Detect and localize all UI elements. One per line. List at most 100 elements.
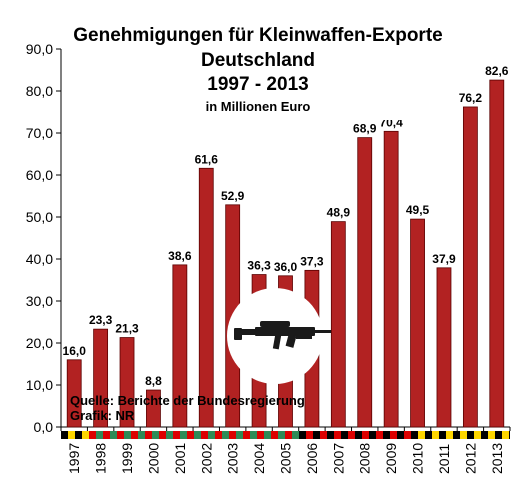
data-label-2004: 36,3	[247, 259, 271, 273]
band-segment	[110, 431, 117, 439]
band-segment	[96, 431, 103, 439]
band-segment	[208, 431, 215, 439]
band-segment	[166, 431, 173, 439]
y-tick-label: 50,0	[26, 209, 53, 225]
chart-title-line-2: Deutschland	[201, 50, 315, 71]
x-tick-label-2011: 2011	[436, 444, 452, 474]
band-segment	[460, 431, 467, 439]
band-segment	[488, 431, 495, 439]
bar-2009	[383, 130, 399, 428]
x-tick-label-1998: 1998	[93, 443, 109, 474]
bar-2007	[330, 221, 346, 428]
band-segment	[481, 431, 488, 439]
bar-1997	[66, 359, 82, 428]
y-tick-label: 80,0	[26, 83, 53, 99]
band-segment	[418, 431, 425, 439]
data-label-2012: 76,2	[459, 91, 483, 105]
band-segment	[68, 431, 75, 439]
band-segment	[292, 431, 299, 439]
band-segment	[390, 431, 397, 439]
title-background	[62, 22, 452, 120]
band-segment	[299, 431, 306, 439]
band-segment	[313, 431, 320, 439]
band-segment	[439, 431, 446, 439]
x-tick-label-2009: 2009	[383, 443, 399, 474]
band-segment	[383, 431, 390, 439]
data-label-2005: 36,0	[274, 260, 298, 274]
x-tick-label-2002: 2002	[198, 443, 214, 474]
band-segment	[278, 431, 285, 439]
graphic-credit: Grafik: NR	[70, 408, 135, 423]
y-tick-label: 20,0	[26, 335, 53, 351]
data-label-1998: 23,3	[89, 313, 113, 327]
band-segment	[404, 431, 411, 439]
band-segment	[355, 431, 362, 439]
chart-subtitle: in Millionen Euro	[206, 99, 311, 114]
band-segment	[369, 431, 376, 439]
band-segment	[75, 431, 82, 439]
data-label-2001: 38,6	[168, 249, 192, 263]
band-segment	[509, 431, 510, 439]
band-segment	[474, 431, 481, 439]
x-tick-label-2012: 2012	[462, 443, 478, 474]
y-tick-label: 10,0	[26, 377, 53, 393]
band-segment	[341, 431, 348, 439]
chart-title-line-3: 1997 - 2013	[207, 74, 308, 95]
y-tick-label: 60,0	[26, 167, 53, 183]
x-tick-label-2004: 2004	[251, 443, 267, 474]
data-label-1997: 16,0	[63, 344, 87, 358]
bar-2008	[357, 137, 373, 428]
band-segment	[117, 431, 124, 439]
band-segment	[425, 431, 432, 439]
band-segment	[327, 431, 334, 439]
x-tick-label-2000: 2000	[145, 443, 161, 474]
band-segment	[201, 431, 208, 439]
band-segment	[257, 431, 264, 439]
bar-2012	[462, 106, 478, 428]
band-segment	[502, 431, 509, 439]
data-labels: 16,0 23,321,3 8,8 38,6 61,6 52,9 36,3 36,0 37,3 4…	[63, 64, 509, 388]
x-tick-label-2010: 2010	[410, 443, 426, 474]
rifle-icon	[234, 321, 331, 350]
band-segment	[215, 431, 222, 439]
data-label-2008: 68,9	[353, 122, 377, 136]
band-segment	[124, 431, 131, 439]
bars	[66, 79, 505, 428]
band-segment	[348, 431, 355, 439]
data-label-1999: 21,3	[115, 322, 139, 336]
band-segment	[271, 431, 278, 439]
bar-2011	[436, 267, 452, 428]
x-tick-label-2007: 2007	[330, 443, 346, 474]
x-tick-label-2001: 2001	[172, 443, 188, 474]
band-segment	[89, 431, 96, 439]
band-segment	[152, 431, 159, 439]
band-segment	[194, 431, 201, 439]
y-tick-label: 90,0	[26, 41, 53, 57]
data-label-2006: 37,3	[300, 254, 324, 268]
x-tick-label-1999: 1999	[119, 443, 135, 474]
data-label-2011: 37,9	[432, 252, 456, 266]
band-segment	[320, 431, 327, 439]
bar-1998	[93, 328, 109, 428]
x-tick-label-2008: 2008	[357, 443, 373, 474]
data-label-2003: 52,9	[221, 189, 245, 203]
rifle-emblem	[227, 288, 331, 384]
bar-2002	[198, 167, 214, 428]
band-segment	[173, 431, 180, 439]
band-segment	[397, 431, 404, 439]
band-segment	[61, 431, 68, 439]
band-segment	[446, 431, 453, 439]
chart-title-line-1: Genehmigungen für Kleinwaffen-Exporte	[73, 25, 442, 46]
bar-2010	[410, 218, 425, 428]
band-segment	[376, 431, 383, 439]
band-segment	[362, 431, 369, 439]
data-label-2000: 8,8	[145, 374, 162, 388]
band-segment	[411, 431, 418, 439]
bar-1999	[119, 337, 135, 428]
band-segment	[159, 431, 166, 439]
band-segment	[285, 431, 292, 439]
band-segment	[453, 431, 460, 439]
band-segment	[187, 431, 194, 439]
bar-2000	[146, 389, 161, 428]
